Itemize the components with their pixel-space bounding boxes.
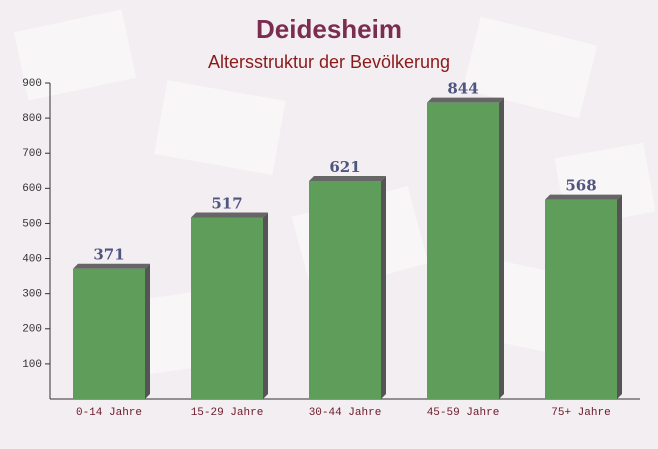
y-tick-label: 200	[22, 324, 42, 336]
x-tick-label: 75+ Jahre	[551, 407, 610, 419]
y-tick-label: 600	[22, 183, 42, 195]
bar	[191, 217, 263, 399]
x-tick-label: 0-14 Jahre	[76, 407, 142, 419]
y-tick-label: 400	[22, 253, 42, 265]
bar-shadow	[381, 175, 386, 399]
x-tick-label: 30-44 Jahre	[309, 407, 382, 419]
y-tick-label: 500	[22, 218, 42, 230]
y-tick-label: 100	[22, 359, 42, 371]
chart-subtitle: Altersstruktur der Bevölkerung	[208, 52, 450, 72]
bar-shadow	[263, 212, 268, 399]
y-tick-label: 800	[22, 113, 42, 125]
bar-top	[73, 263, 150, 269]
bar-top	[427, 97, 504, 103]
value-label: 844	[447, 80, 478, 98]
value-label: 568	[565, 177, 596, 195]
bar	[73, 268, 145, 399]
bar-shadow	[617, 194, 622, 399]
bar-top	[545, 194, 622, 200]
bar	[545, 199, 617, 399]
y-tick-label: 900	[22, 78, 42, 90]
y-tick-label: 700	[22, 148, 42, 160]
value-label: 371	[93, 246, 124, 264]
value-label: 517	[211, 194, 242, 212]
x-tick-label: 15-29 Jahre	[191, 407, 264, 419]
bar-top	[309, 175, 386, 181]
x-tick-label: 45-59 Jahre	[427, 407, 500, 419]
value-label: 621	[329, 158, 360, 176]
bar-top	[191, 212, 268, 218]
bar-shadow	[145, 263, 150, 399]
bar	[427, 102, 499, 399]
bar-shadow	[499, 97, 504, 399]
chart-title: Deidesheim	[256, 14, 402, 44]
y-tick-label: 300	[22, 289, 42, 301]
bar	[309, 180, 381, 399]
